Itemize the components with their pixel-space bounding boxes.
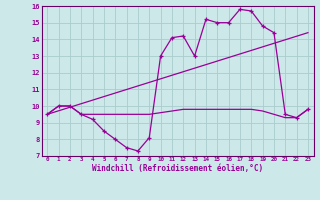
X-axis label: Windchill (Refroidissement éolien,°C): Windchill (Refroidissement éolien,°C) — [92, 164, 263, 173]
